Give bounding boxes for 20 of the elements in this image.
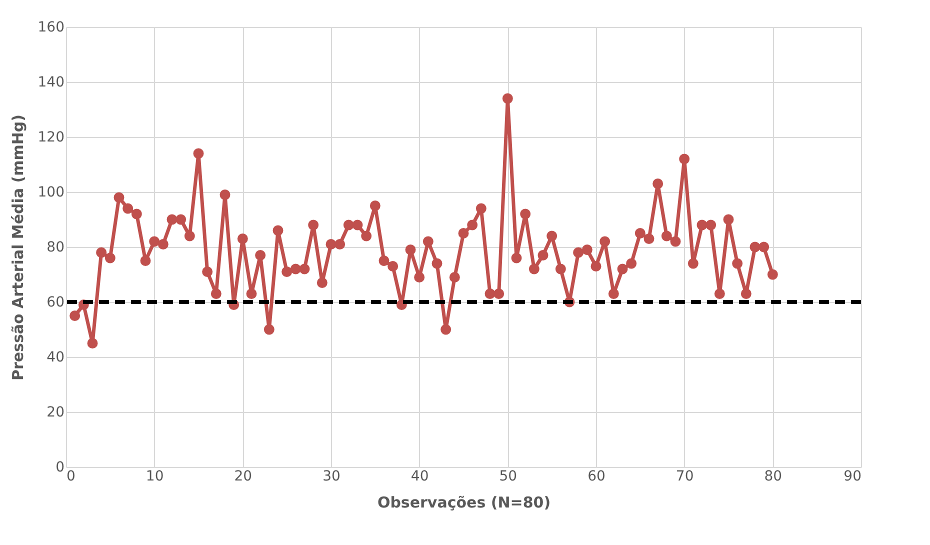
x-tick-label: 50 [499, 468, 518, 484]
x-tick-label: 90 [844, 468, 862, 484]
y-tick-label: 120 [38, 130, 64, 146]
x-tick-label: 80 [764, 468, 782, 484]
x-tick-label: 20 [234, 468, 252, 484]
y-tick-label: 100 [38, 184, 64, 200]
x-tick-label: 60 [588, 468, 606, 484]
y-tick-label: 160 [38, 20, 64, 36]
x-axis-title: Observações (N=80) [377, 494, 551, 512]
y-tick-label: 40 [46, 350, 64, 366]
x-tick-label: 30 [322, 468, 340, 484]
y-tick-label: 20 [46, 404, 64, 420]
x-tick-label: 40 [410, 468, 429, 484]
x-tick-label: 10 [146, 468, 164, 484]
y-tick-label: 80 [46, 240, 64, 256]
y-tick-label: 60 [46, 294, 64, 310]
y-tick-label: 140 [38, 74, 64, 90]
y-axis-title: Pressão Arterial Média (mmHg) [8, 114, 27, 381]
x-tick-label: 70 [676, 468, 694, 484]
x-tick-label: 0 [66, 468, 76, 484]
